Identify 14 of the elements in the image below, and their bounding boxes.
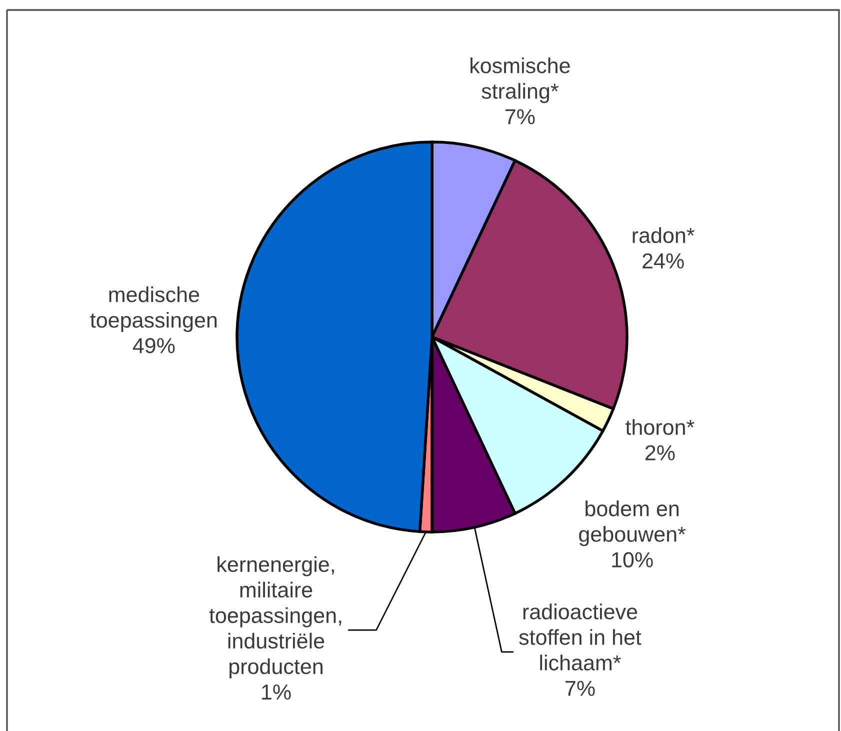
data-label: 7% <box>566 680 595 696</box>
slice-label: radioactieve stoffen in het lichaam* <box>519 604 642 670</box>
slice-label: medische toepassingen <box>90 286 217 332</box>
data-label: 2% <box>645 445 675 460</box>
data-label: 7% <box>505 109 535 124</box>
slice-label: kosmische straling* <box>470 57 570 104</box>
data-label: 1% <box>262 684 291 700</box>
slice-label: kernenergie, militaire toepassingen, industriële producten <box>209 556 342 678</box>
data-label: 49% <box>132 338 175 354</box>
slice-label: radon* <box>632 227 694 244</box>
data-label: 10% <box>612 552 653 568</box>
data-label: 24% <box>642 253 684 268</box>
slice-label: bodem en gebouwen* <box>579 500 686 546</box>
slice-label: thoron* <box>626 419 694 435</box>
